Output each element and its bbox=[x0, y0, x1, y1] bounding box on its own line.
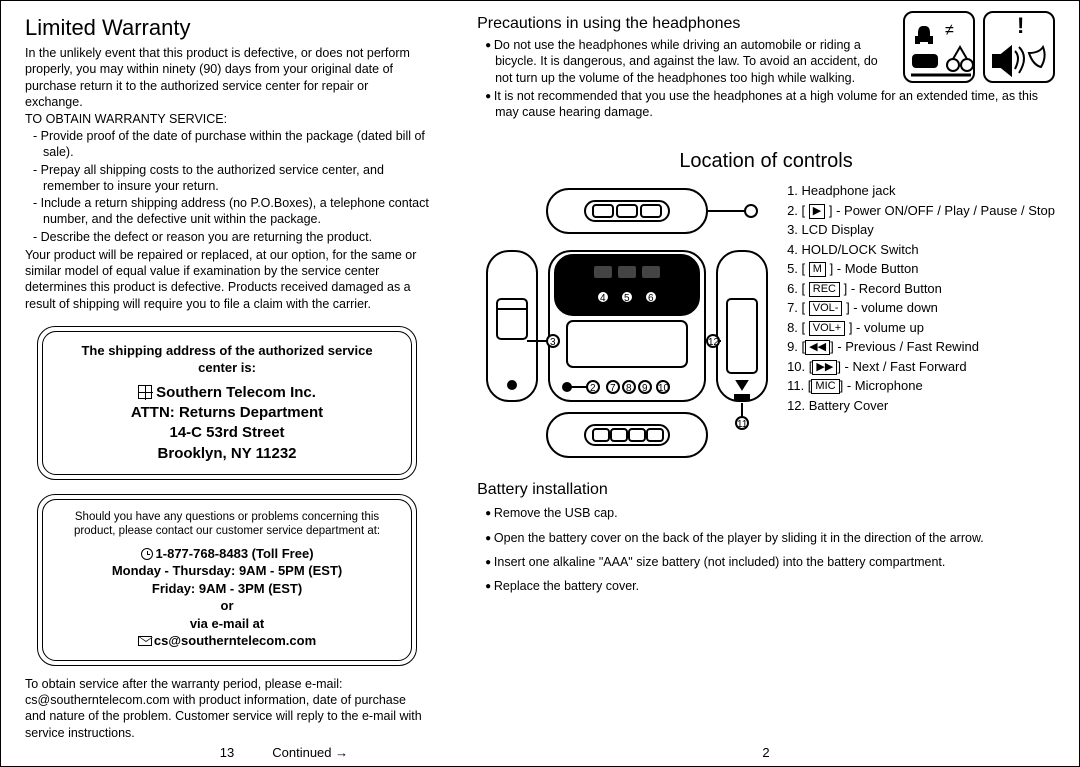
repair-para: Your product will be repaired or replace… bbox=[25, 247, 429, 312]
legend-row: 10. [▶▶] - Next / Fast Forward bbox=[787, 357, 1055, 377]
svg-text:1: 1 bbox=[748, 207, 754, 218]
contact-phone: 1-877-768-8483 (Toll Free) bbox=[156, 546, 314, 561]
list-item: Remove the USB cap. bbox=[481, 505, 1055, 521]
battery-title: Battery installation bbox=[477, 481, 1055, 499]
svg-text:6: 6 bbox=[648, 293, 654, 304]
button-symbol: M bbox=[809, 262, 826, 277]
svg-text:2: 2 bbox=[590, 383, 596, 394]
precautions-title: Precautions in using the headphones bbox=[477, 15, 885, 33]
button-symbol: MIC bbox=[811, 379, 839, 394]
svg-text:10: 10 bbox=[658, 383, 670, 394]
manual-spread: Limited Warranty In the unlikely event t… bbox=[0, 0, 1080, 767]
page-right: ≠ ! bbox=[453, 1, 1079, 766]
button-symbol: VOL+ bbox=[809, 321, 845, 336]
legend-row: 9. [◀◀] - Previous / Fast Rewind bbox=[787, 337, 1055, 357]
svg-text:8: 8 bbox=[626, 383, 632, 394]
continued-label: Continued → bbox=[272, 745, 348, 760]
controls-title: Location of controls bbox=[477, 150, 1055, 173]
warranty-intro: In the unlikely event that this product … bbox=[25, 45, 429, 110]
button-symbol: ◀◀ bbox=[805, 340, 830, 355]
page-number: 2 bbox=[762, 745, 769, 760]
legend-row: 12. Battery Cover bbox=[787, 396, 1055, 416]
controls-legend: 1. Headphone jack2. [ ▶ ] - Power ON/OFF… bbox=[787, 181, 1055, 471]
contact-hours: Monday - Thursday: 9AM - 5PM (EST) bbox=[63, 562, 391, 580]
legend-row: 3. LCD Display bbox=[787, 220, 1055, 240]
controls-section: 1 OPEN bbox=[477, 181, 1055, 471]
volume-warning-icon: ! bbox=[983, 11, 1055, 83]
ship-line: 14-C 53rd Street bbox=[63, 423, 391, 443]
ship-box-header: The shipping address of the authorized s… bbox=[63, 342, 391, 377]
list-item: Replace the battery cover. bbox=[481, 578, 1055, 594]
warranty-steps: - Provide proof of the date of purchase … bbox=[33, 128, 429, 245]
headphone-warning-icon: ≠ bbox=[903, 11, 975, 83]
svg-text:12: 12 bbox=[708, 337, 720, 348]
legend-row: 4. HOLD/LOCK Switch bbox=[787, 240, 1055, 260]
svg-text:≠: ≠ bbox=[945, 22, 954, 39]
legend-row: 11. [MIC] - Microphone bbox=[787, 376, 1055, 396]
svg-text:!: ! bbox=[1017, 13, 1024, 38]
legend-row: 8. [ VOL+ ] - volume up bbox=[787, 318, 1055, 338]
ship-line: Brooklyn, NY 11232 bbox=[63, 444, 391, 464]
legend-row: 5. [ M ] - Mode Button bbox=[787, 259, 1055, 279]
contact-box: Should you have any questions or problem… bbox=[37, 494, 417, 666]
button-symbol: VOL- bbox=[809, 301, 843, 316]
envelope-icon bbox=[138, 636, 152, 646]
list-item: - Provide proof of the date of purchase … bbox=[33, 128, 429, 161]
shipping-box: The shipping address of the authorized s… bbox=[37, 326, 417, 480]
page-left: Limited Warranty In the unlikely event t… bbox=[1, 1, 453, 766]
contact-email: cs@southerntelecom.com bbox=[154, 633, 316, 648]
post-warranty-para: To obtain service after the warranty per… bbox=[25, 676, 429, 741]
svg-text:5: 5 bbox=[624, 293, 630, 304]
ship-line: Southern Telecom Inc. bbox=[156, 384, 316, 401]
contact-or: or bbox=[63, 597, 391, 615]
list-item: - Include a return shipping address (no … bbox=[33, 195, 429, 228]
legend-row: 6. [ REC ] - Record Button bbox=[787, 279, 1055, 299]
list-item: - Describe the defect or reason you are … bbox=[33, 229, 429, 245]
list-item: - Prepay all shipping costs to the autho… bbox=[33, 162, 429, 195]
legend-row: 7. [ VOL- ] - volume down bbox=[787, 298, 1055, 318]
clock-icon bbox=[141, 548, 153, 560]
ship-line: ATTN: Returns Department bbox=[63, 403, 391, 423]
button-symbol: ▶▶ bbox=[812, 360, 837, 375]
svg-text:4: 4 bbox=[600, 293, 606, 304]
svg-text:9: 9 bbox=[642, 383, 648, 394]
svg-text:7: 7 bbox=[610, 383, 616, 394]
warning-icons: ≠ ! bbox=[903, 11, 1055, 83]
contact-lead: Should you have any questions or problem… bbox=[63, 510, 391, 539]
svg-text:3: 3 bbox=[550, 337, 556, 348]
svg-text:OPEN: OPEN bbox=[732, 328, 741, 351]
legend-row: 2. [ ▶ ] - Power ON/OFF / Play / Pause /… bbox=[787, 201, 1055, 221]
list-item: Do not use the headphones while driving … bbox=[481, 37, 885, 86]
controls-diagram: 1 OPEN bbox=[477, 181, 777, 471]
page-number: 13 bbox=[220, 745, 234, 760]
svg-text:11: 11 bbox=[737, 419, 748, 430]
precautions-block: Precautions in using the headphones Do n… bbox=[477, 15, 885, 86]
to-obtain-heading: TO OBTAIN WARRANTY SERVICE: bbox=[25, 112, 429, 126]
globe-icon bbox=[138, 385, 152, 399]
list-item: It is not recommended that you use the h… bbox=[481, 88, 1055, 121]
contact-via: via e-mail at bbox=[63, 615, 391, 633]
button-symbol: REC bbox=[809, 282, 840, 297]
legend-row: 1. Headphone jack bbox=[787, 181, 1055, 201]
list-item: Open the battery cover on the back of th… bbox=[481, 530, 1055, 546]
warranty-title: Limited Warranty bbox=[25, 15, 429, 41]
contact-hours: Friday: 9AM - 3PM (EST) bbox=[63, 580, 391, 598]
button-symbol: ▶ bbox=[809, 204, 825, 219]
list-item: Insert one alkaline "AAA" size battery (… bbox=[481, 554, 1055, 570]
